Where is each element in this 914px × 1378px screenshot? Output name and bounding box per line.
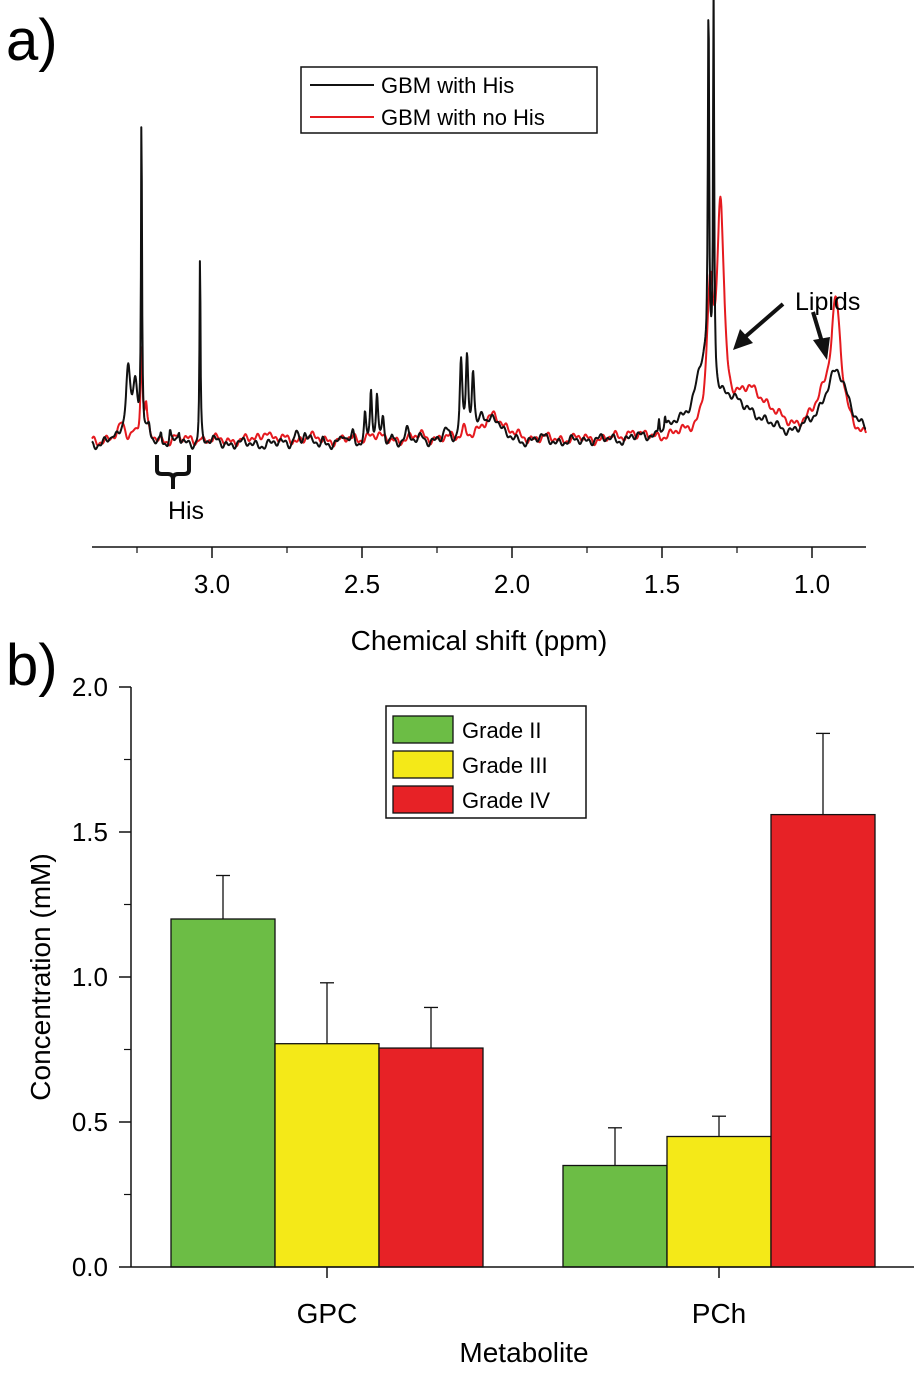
legend-label-no-his: GBM with no His <box>381 105 545 130</box>
bar-axis-ticks: 0.0 0.5 1.0 1.5 2.0 GPC PCh <box>72 672 746 1329</box>
category-label: GPC <box>297 1298 358 1329</box>
panel-b-bar-chart: b) 0.0 0.5 1.0 1.5 2.0 GPC PCh Concentration (… <box>6 633 914 1368</box>
legend-swatch <box>392 750 454 779</box>
bar-pch-grade-ii <box>562 1164 668 1268</box>
legend-label: Grade II <box>462 718 541 743</box>
y-axis-label: Concentration (mM) <box>25 853 56 1100</box>
lipids-arrowhead-2 <box>813 337 830 360</box>
y-tick-label: 0.5 <box>72 1107 108 1137</box>
legend-label-his: GBM with His <box>381 73 514 98</box>
y-tick-label: 0.0 <box>72 1252 108 1282</box>
lipids-arrow-1 <box>743 302 785 339</box>
x-tick-label: 1.5 <box>644 569 680 599</box>
y-tick-label: 1.0 <box>72 962 108 992</box>
bar-pch-grade-iv <box>770 813 876 1268</box>
x-axis-label-b: Metabolite <box>459 1337 588 1368</box>
legend-swatch <box>392 715 454 744</box>
bar-pch-grade-iii <box>666 1135 772 1268</box>
legend-panel-b: Grade II Grade III Grade IV <box>385 705 587 819</box>
legend-label: Grade III <box>462 753 548 778</box>
spectrum-series-his <box>91 0 867 451</box>
y-tick-label: 1.5 <box>72 817 108 847</box>
legend-swatch <box>392 785 454 814</box>
legend-panel-a: GBM with His GBM with no His <box>300 66 598 134</box>
x-tick-label: 1.0 <box>794 569 830 599</box>
spectrum-series-no-his <box>91 195 867 448</box>
x-tick-label: 2.5 <box>344 569 380 599</box>
his-annotation: His <box>168 497 204 525</box>
panel-b-label: b) <box>6 633 58 698</box>
x-tick-label: 3.0 <box>194 569 230 599</box>
lipids-annotation: Lipids <box>795 288 860 316</box>
category-label: PCh <box>692 1298 746 1329</box>
lipids-arrow-2 <box>811 311 824 343</box>
bars <box>170 732 876 1268</box>
bar-gpc-grade-ii <box>170 918 276 1268</box>
x-axis-ticks: 3.0 2.5 2.0 1.5 1.0 <box>136 547 830 599</box>
spectrum-lines <box>91 0 867 451</box>
panel-a-label: a) <box>6 8 58 73</box>
panel-a-nmr-spectrum: a) 3.0 2.5 2.0 1.5 1.0 Chemical shift (ppm) … <box>6 0 867 656</box>
lipids-arrowhead-1 <box>733 329 753 350</box>
legend-box <box>300 66 598 134</box>
legend-label: Grade IV <box>462 788 550 813</box>
x-tick-label: 2.0 <box>494 569 530 599</box>
bar-gpc-grade-iv <box>378 1047 484 1268</box>
x-axis-label: Chemical shift (ppm) <box>351 625 608 656</box>
bar-gpc-grade-iii <box>274 1043 380 1268</box>
y-tick-label: 2.0 <box>72 672 108 702</box>
his-bracket <box>155 455 191 489</box>
